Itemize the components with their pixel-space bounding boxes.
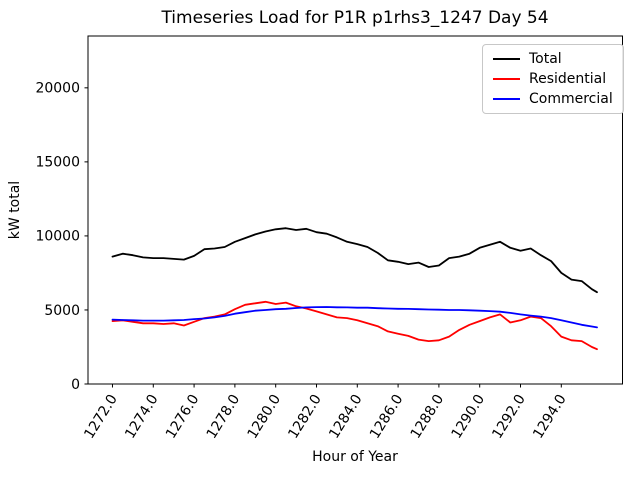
y-tick-label: 10000 bbox=[35, 229, 80, 245]
x-tick-label: 1272.0 bbox=[81, 392, 121, 442]
y-axis-label: kW total bbox=[7, 180, 23, 240]
x-tick-label: 1278.0 bbox=[204, 392, 244, 442]
legend-label: Commercial bbox=[529, 91, 613, 107]
legend-line-icon bbox=[493, 98, 520, 100]
legend-line-icon bbox=[493, 58, 520, 60]
legend-label: Residential bbox=[529, 71, 607, 87]
x-tick-label: 1280.0 bbox=[245, 392, 285, 442]
y-tick-label: 20000 bbox=[35, 81, 80, 97]
x-tick-label: 1284.0 bbox=[326, 392, 366, 442]
x-tick-label: 1292.0 bbox=[489, 392, 529, 442]
legend-item-total: Total bbox=[493, 49, 613, 69]
x-tick-label: 1294.0 bbox=[530, 392, 570, 442]
x-axis-label: Hour of Year bbox=[312, 449, 398, 465]
x-tick-label: 1286.0 bbox=[367, 392, 407, 442]
chart-title: Timeseries Load for P1R p1rhs3_1247 Day … bbox=[161, 8, 549, 28]
y-tick-label: 15000 bbox=[35, 155, 80, 171]
series-line-residential bbox=[111, 300, 598, 351]
x-tick-label: 1288.0 bbox=[408, 392, 448, 442]
y-tick-label: 5000 bbox=[44, 303, 80, 319]
legend-item-commercial: Commercial bbox=[493, 89, 613, 109]
series-line-total bbox=[111, 227, 598, 294]
legend-label: Total bbox=[529, 51, 562, 67]
x-tick-label: 1290.0 bbox=[449, 392, 489, 442]
y-tick-label: 0 bbox=[71, 377, 80, 393]
x-tick-label: 1282.0 bbox=[285, 392, 325, 442]
legend-line-icon bbox=[493, 78, 520, 80]
legend: Total Residential Commercial bbox=[482, 44, 624, 114]
series-line-commercial bbox=[111, 306, 598, 329]
x-tick-label: 1274.0 bbox=[122, 392, 162, 442]
legend-item-residential: Residential bbox=[493, 69, 613, 89]
x-tick-label: 1276.0 bbox=[163, 392, 203, 442]
